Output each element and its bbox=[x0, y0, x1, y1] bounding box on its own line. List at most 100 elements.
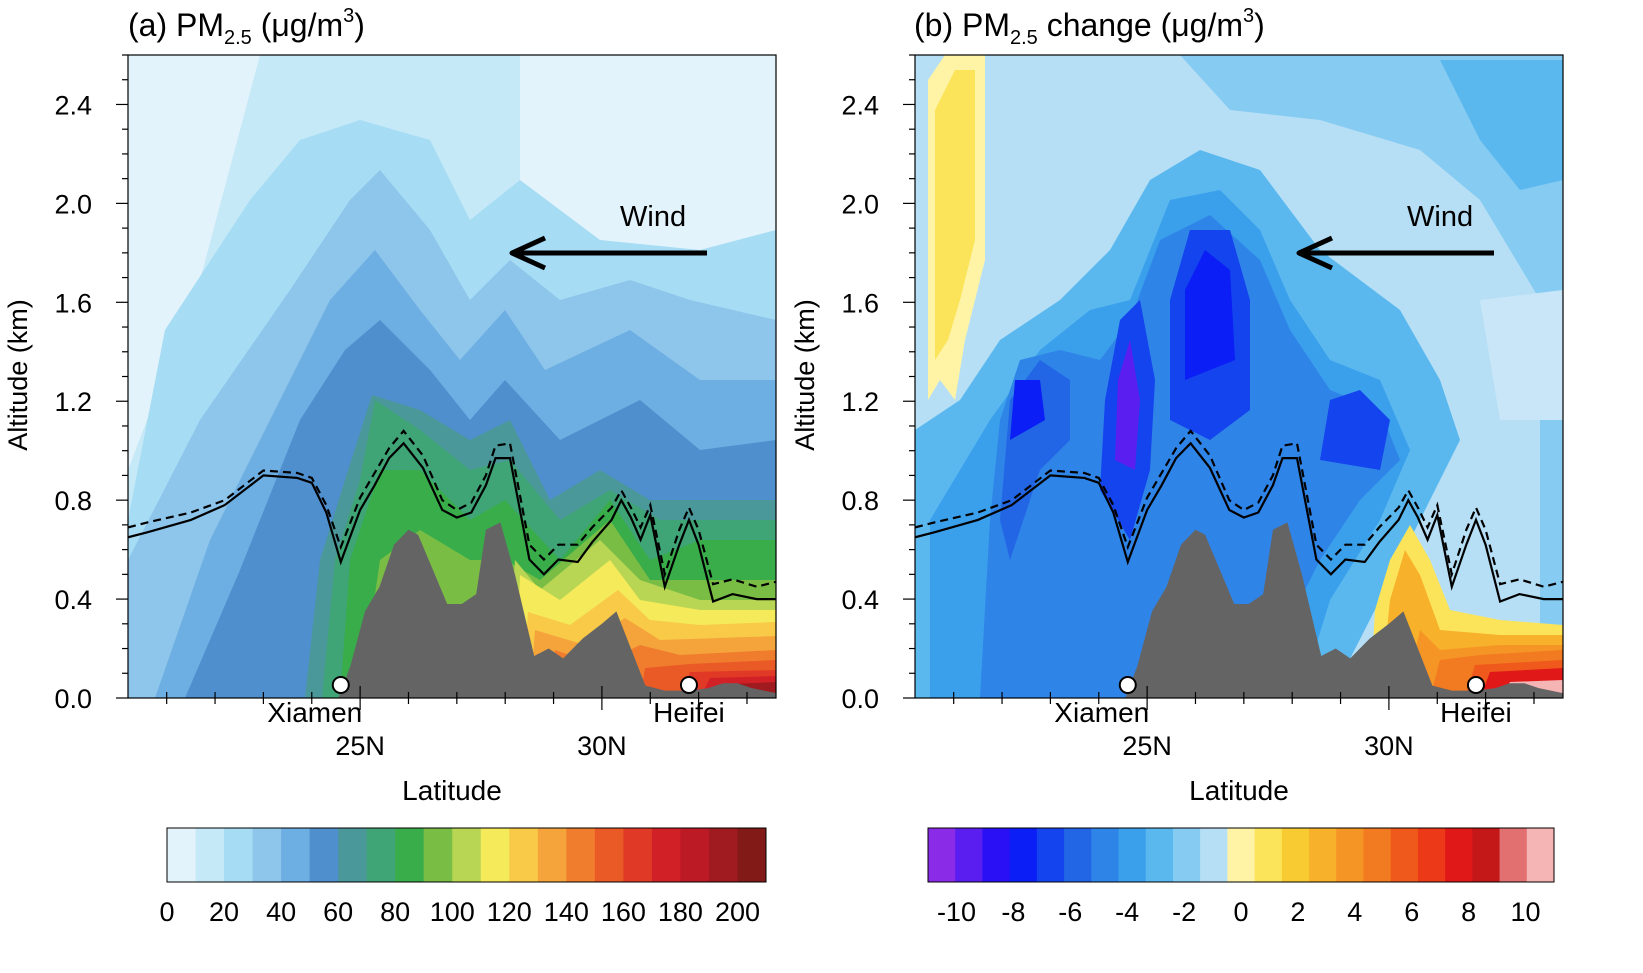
colorbar-label: 60 bbox=[323, 897, 353, 927]
colorbar-swatch bbox=[1227, 828, 1256, 882]
y-tick-label: 0.8 bbox=[54, 486, 92, 516]
site-label-xiamen: Xiamen bbox=[267, 697, 362, 728]
y-tick-label: 2.4 bbox=[841, 90, 879, 120]
colorbar-label: 0 bbox=[159, 897, 174, 927]
colorbar-label: -6 bbox=[1058, 897, 1082, 927]
colorbar-label: 8 bbox=[1461, 897, 1476, 927]
colorbar-swatch bbox=[737, 828, 767, 882]
y-tick-label: 0.0 bbox=[54, 684, 92, 714]
colorbar-swatch bbox=[1145, 828, 1174, 882]
panel-b-title: (b) PM2.5 change (μg/m3) bbox=[914, 5, 1265, 49]
site-label-heifei: Heifei bbox=[653, 697, 725, 728]
site-marker-xiamen bbox=[331, 676, 350, 694]
colorbar-swatch bbox=[1281, 828, 1310, 882]
colorbar-label: -10 bbox=[937, 897, 976, 927]
colorbar-swatch bbox=[423, 828, 453, 882]
colorbar-swatch bbox=[366, 828, 396, 882]
colorbar-swatch bbox=[167, 828, 197, 882]
colorbar-swatch bbox=[955, 828, 983, 882]
field-level-minus6c bbox=[1320, 390, 1390, 470]
colorbar-label: 0 bbox=[1233, 897, 1248, 927]
colorbar-swatch bbox=[1417, 828, 1446, 882]
colorbar-swatch bbox=[680, 828, 710, 882]
y-tick-label: 2.0 bbox=[54, 189, 92, 219]
colorbar-swatch bbox=[1172, 828, 1201, 882]
colorbar-frame bbox=[927, 827, 1555, 883]
field-level-minus9 bbox=[1115, 340, 1140, 470]
colorbar-swatch bbox=[309, 828, 339, 882]
x-axis-label: Latitude bbox=[1189, 775, 1289, 806]
field-patch bbox=[1440, 60, 1563, 190]
colorbar-swatch bbox=[1254, 828, 1283, 882]
colorbar-label: -8 bbox=[1001, 897, 1025, 927]
terrain bbox=[1125, 522, 1563, 698]
line-dashed bbox=[915, 429, 1563, 588]
colorbar-label: 40 bbox=[266, 897, 296, 927]
colorbar-label: -2 bbox=[1172, 897, 1196, 927]
colorbar-swatch bbox=[1336, 828, 1364, 882]
colorbar-swatch bbox=[1445, 828, 1473, 882]
colorbar-label: 4 bbox=[1347, 897, 1362, 927]
colorbar-swatch bbox=[982, 828, 1011, 882]
colorbar-swatch bbox=[623, 828, 653, 882]
wind-arrow: Wind bbox=[509, 201, 707, 271]
x-axis-label: Latitude bbox=[402, 775, 502, 806]
colorbar-swatch bbox=[1526, 828, 1555, 882]
y-tick-label: 0.8 bbox=[841, 486, 879, 516]
colorbar-swatch bbox=[480, 828, 510, 882]
colorbar-swatch bbox=[1091, 828, 1120, 882]
y-tick-label: 1.2 bbox=[54, 387, 92, 417]
colorbar-swatch bbox=[594, 828, 624, 882]
colorbar-label: 10 bbox=[1511, 897, 1541, 927]
line-solid bbox=[915, 441, 1563, 603]
x-tick-label: 25N bbox=[335, 731, 385, 761]
colorbar-swatch bbox=[224, 828, 254, 882]
colorbar-swatch bbox=[1390, 828, 1419, 882]
line-dashed bbox=[128, 429, 776, 588]
colorbar-swatch bbox=[537, 828, 567, 882]
colorbar-a: 0 20 40 60 80 100 120 140 160 180 200 bbox=[159, 827, 767, 927]
y-tick-label: 1.6 bbox=[841, 288, 879, 318]
panel-a-field bbox=[128, 55, 776, 698]
field-level-minus8 bbox=[1185, 250, 1235, 380]
field-level-plus2-top bbox=[935, 70, 975, 360]
colorbar-swatch bbox=[1363, 828, 1392, 882]
site-marker-heifei bbox=[679, 676, 698, 694]
colorbar-label: 160 bbox=[601, 897, 646, 927]
site-label-heifei: Heifei bbox=[1440, 697, 1512, 728]
colorbar-swatch bbox=[708, 828, 738, 882]
y-tick-label: 2.4 bbox=[54, 90, 92, 120]
panel-b-field bbox=[915, 55, 1563, 698]
y-tick-label: 0.0 bbox=[841, 684, 879, 714]
colorbar-swatch bbox=[928, 828, 956, 882]
wind-label: Wind bbox=[1407, 201, 1473, 233]
colorbar-swatch bbox=[338, 828, 368, 882]
colorbar-swatch bbox=[1200, 828, 1228, 882]
terrain bbox=[338, 522, 776, 698]
line-solid bbox=[128, 441, 776, 603]
colorbar-swatch bbox=[281, 828, 311, 882]
colorbar-label: 100 bbox=[430, 897, 475, 927]
site-marker-heifei bbox=[1466, 676, 1485, 694]
colorbar-label: 200 bbox=[715, 897, 760, 927]
colorbar-label: 120 bbox=[487, 897, 532, 927]
colorbar-swatch bbox=[1118, 828, 1147, 882]
axis-ticks: 0.0 0.4 0.8 1.2 1.6 2.0 2.4 25N 30N bbox=[54, 54, 748, 761]
y-tick-label: 2.0 bbox=[841, 189, 879, 219]
colorbar-label: 2 bbox=[1290, 897, 1305, 927]
x-tick-label: 25N bbox=[1122, 731, 1172, 761]
wind-label: Wind bbox=[620, 201, 686, 233]
colorbar-swatch bbox=[1472, 828, 1501, 882]
colorbar-swatch bbox=[1064, 828, 1092, 882]
site-label-xiamen: Xiamen bbox=[1054, 697, 1149, 728]
field-level-minus7 bbox=[1010, 380, 1045, 440]
axis-ticks: 0.0 0.4 0.8 1.2 1.6 2.0 2.4 25N 30N bbox=[841, 54, 1535, 761]
panel-a-title: (a) PM2.5 (μg/m3) bbox=[128, 5, 365, 49]
wind-arrow: Wind bbox=[1296, 201, 1494, 271]
y-tick-label: 1.6 bbox=[54, 288, 92, 318]
colorbar-b: -10 -8 -6 -4 -2 0 2 4 6 8 10 bbox=[927, 827, 1555, 927]
colorbar-label: 140 bbox=[544, 897, 589, 927]
